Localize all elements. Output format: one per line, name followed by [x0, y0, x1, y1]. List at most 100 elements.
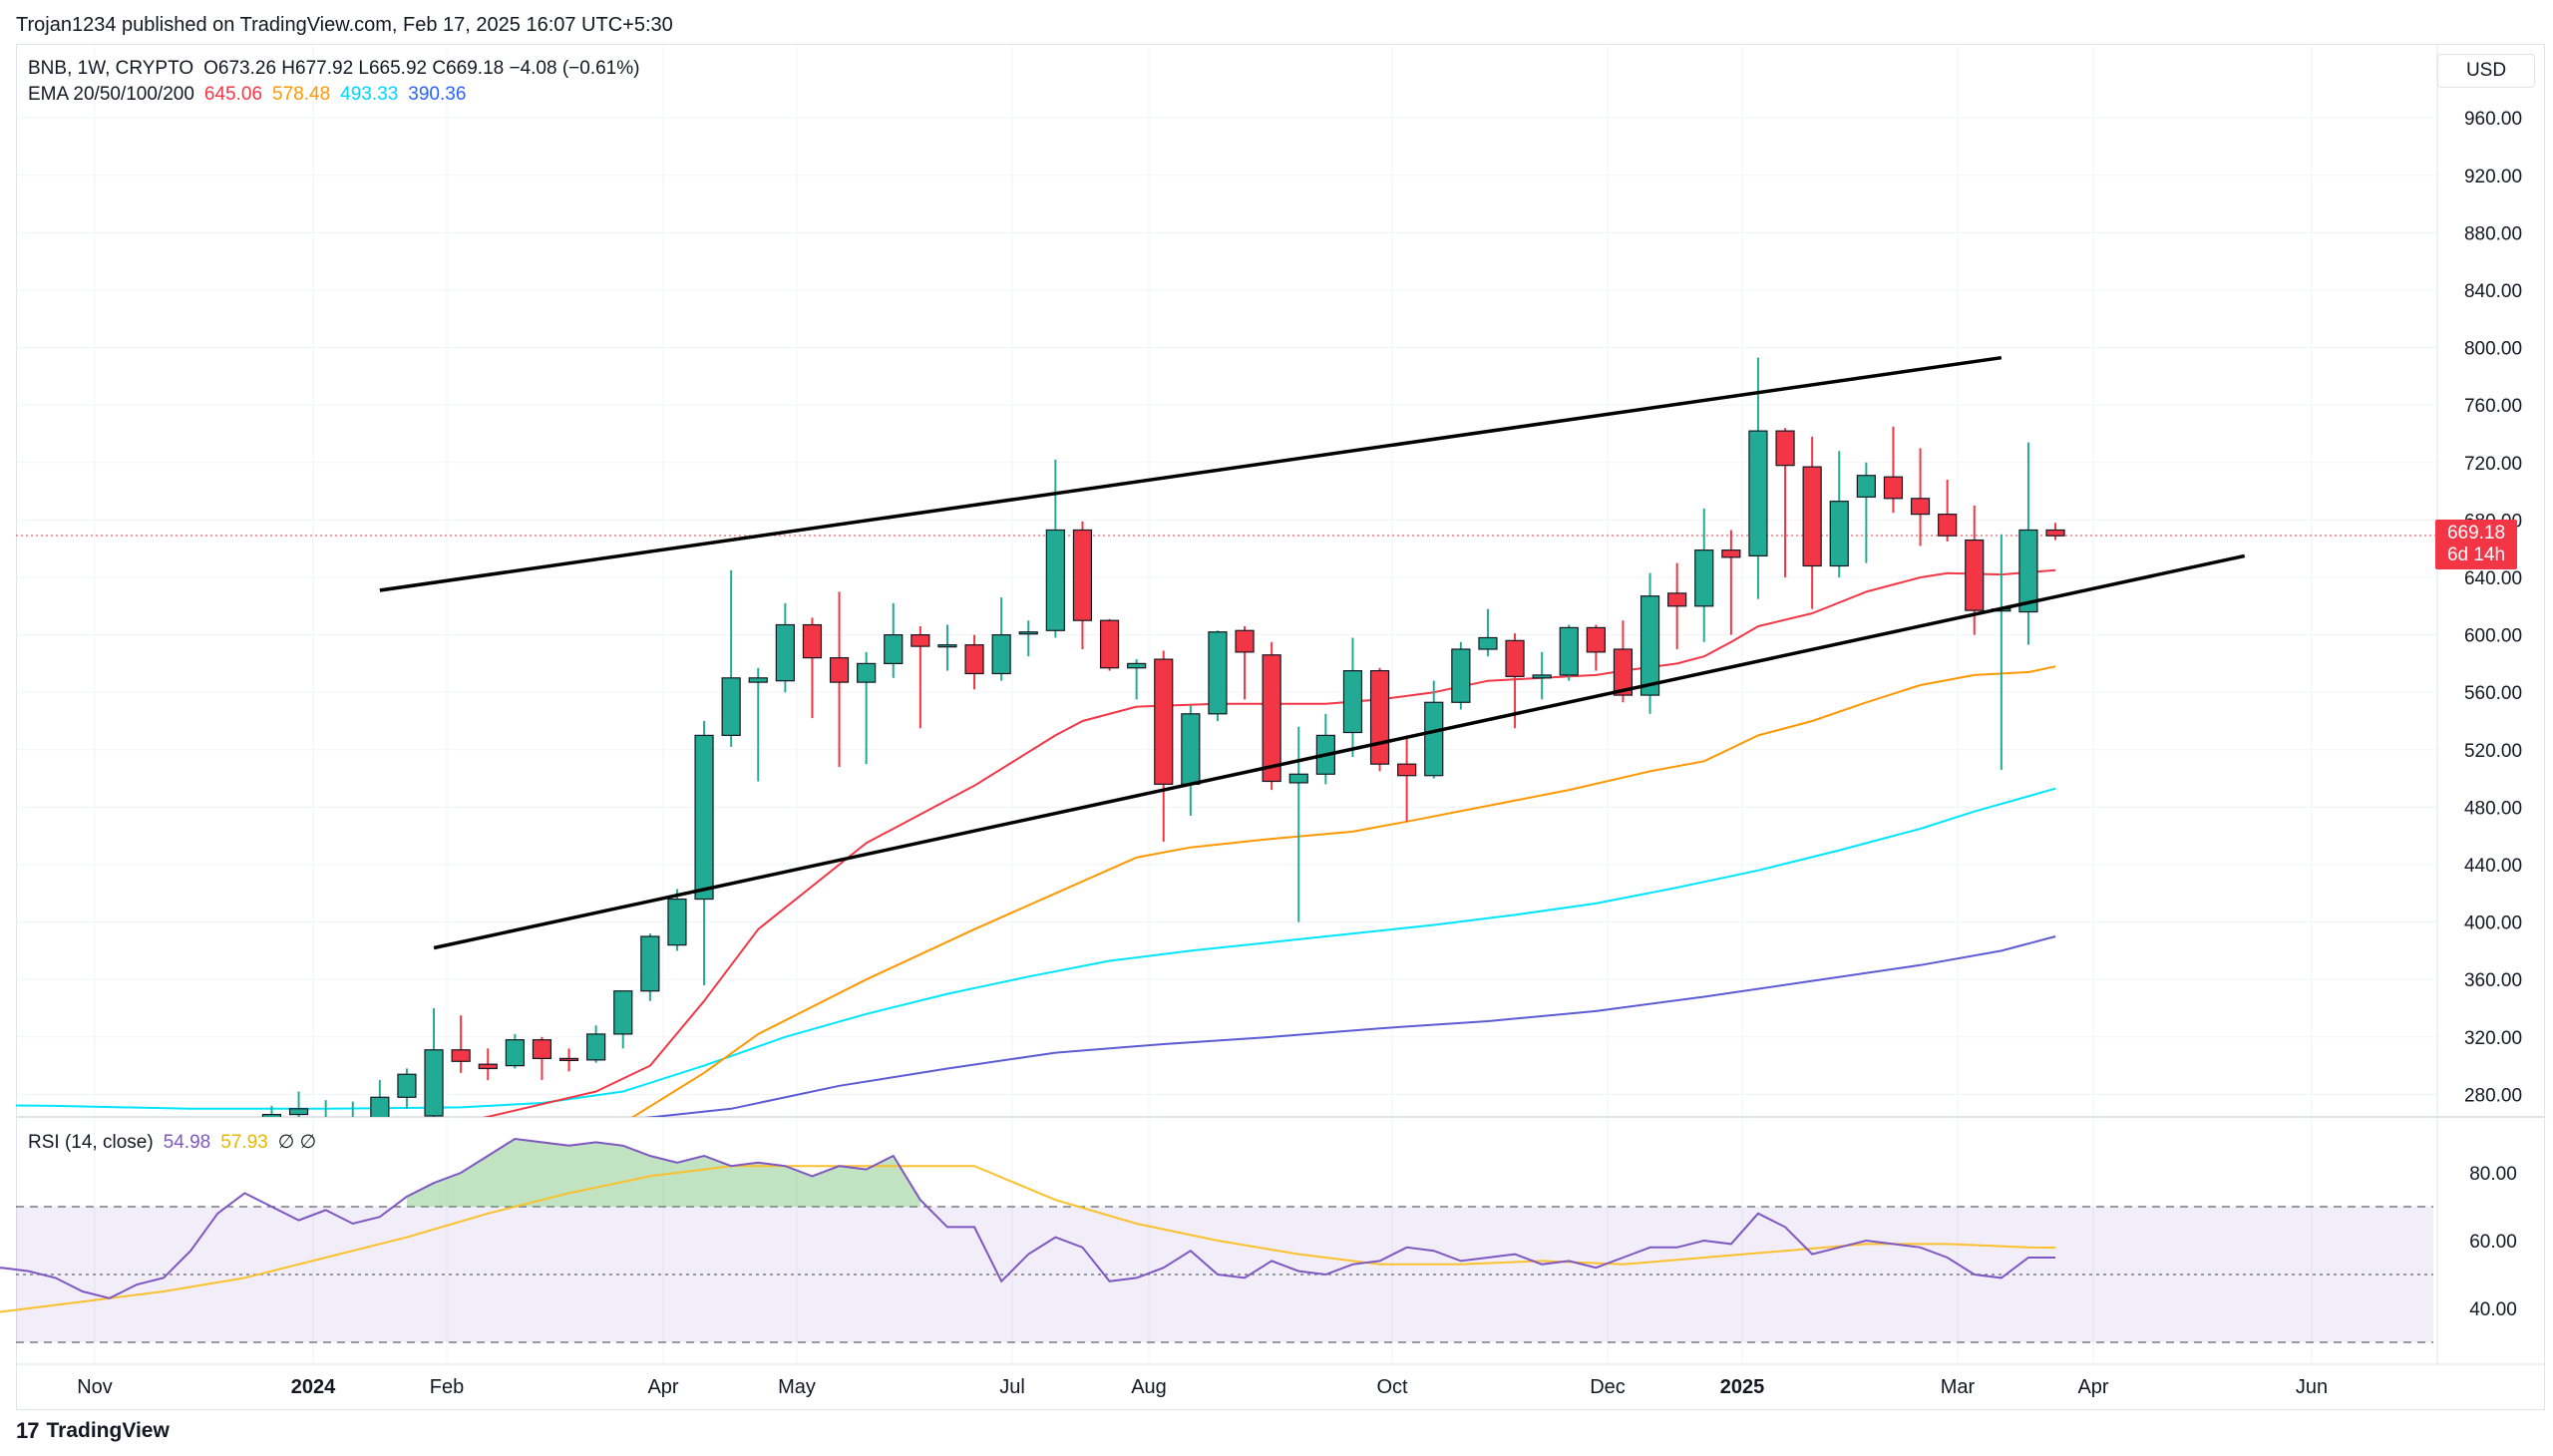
ema200-line	[644, 935, 2056, 1117]
ema100-line	[16, 787, 2056, 1110]
candle-body	[317, 1120, 335, 1126]
ema50-value: 578.48	[272, 84, 331, 105]
price-tick-label: 440.00	[2464, 856, 2522, 877]
candle-layer	[261, 357, 2065, 1126]
time-tick-label: Jul	[999, 1376, 1025, 1398]
candle-body	[1694, 549, 1714, 607]
rsi-ma-line	[0, 1165, 2056, 1313]
rsi-tick-label: 60.00	[2469, 1232, 2517, 1253]
ema200-value: 390.36	[408, 84, 467, 105]
candle-body	[451, 1049, 471, 1062]
candle-body	[1072, 529, 1093, 621]
candle-body	[1154, 658, 1174, 785]
price-tick-label: 880.00	[2464, 223, 2522, 244]
candle-body	[1748, 430, 1768, 556]
candle-body	[1127, 662, 1147, 669]
publisher-line: Trojan1234 published on TradingView.com,…	[16, 14, 673, 36]
candle-body	[1910, 498, 1931, 516]
candle-body	[1586, 626, 1606, 653]
price-tick-label: 560.00	[2464, 683, 2522, 704]
price-tick-label: 520.00	[2464, 741, 2522, 762]
candle-body	[911, 633, 930, 647]
candle-body	[1099, 619, 1120, 669]
ema-layer	[16, 535, 2437, 1117]
candle-body	[857, 662, 877, 683]
candle-body	[613, 990, 633, 1035]
candle-body	[1397, 763, 1417, 777]
symbol-label[interactable]: BNB, 1W, CRYPTO	[28, 58, 194, 79]
rsi-tick-label: 40.00	[2469, 1299, 2517, 1320]
candle-body	[1965, 539, 1985, 611]
rsi-value: 54.98	[163, 1132, 211, 1153]
candle-body	[884, 633, 904, 664]
candle-body	[261, 1113, 282, 1117]
ema100-value: 493.33	[340, 84, 399, 105]
candle-body	[1208, 631, 1228, 715]
ema-label: EMA 20/50/100/200	[28, 84, 194, 105]
price-tick-label: 480.00	[2464, 798, 2522, 819]
candle-body	[2045, 529, 2065, 537]
time-tick-label: Aug	[1131, 1376, 1167, 1398]
candle-body	[1369, 669, 1390, 765]
time-tick-label: Oct	[1376, 1376, 1408, 1398]
chart-frame[interactable]	[16, 44, 2545, 1410]
rsi-legend[interactable]: RSI (14, close) 54.98 57.93 ∅ ∅	[28, 1131, 326, 1154]
price-tick-label: 760.00	[2464, 396, 2522, 417]
candle-body	[694, 734, 714, 901]
time-tick-label: May	[778, 1376, 816, 1398]
brand-name: TradingView	[46, 1419, 170, 1442]
price-tick-label: 280.00	[2464, 1085, 2522, 1106]
candle-body	[802, 623, 823, 659]
candle-body	[1018, 631, 1038, 635]
time-tick-label: Mar	[1941, 1376, 1976, 1398]
candle-body	[344, 1120, 362, 1126]
axis-layer: 280.00 320.00 360.00 400.00 440.00 480.00 520.…	[77, 109, 2522, 1398]
candle-body	[1342, 669, 1363, 734]
tradingview-logo-icon: 17	[16, 1418, 40, 1443]
candle-body	[424, 1049, 444, 1117]
price-tick-label: 400.00	[2464, 913, 2522, 934]
candle-body	[1856, 475, 1876, 498]
candle-body	[775, 623, 795, 682]
candle-body	[558, 1057, 579, 1062]
time-tick-label: Dec	[1590, 1376, 1626, 1398]
candle-body	[991, 633, 1011, 675]
candle-body	[1721, 549, 1741, 558]
candle-body	[1424, 701, 1444, 777]
candle-body	[1667, 592, 1687, 607]
rsi-layer	[0, 1137, 2433, 1343]
candle-body	[1532, 674, 1552, 679]
price-tick-label: 960.00	[2464, 109, 2522, 130]
candle-body	[1478, 636, 1498, 650]
tradingview-footer[interactable]: 17 TradingView	[16, 1418, 170, 1444]
candle-body	[964, 644, 984, 675]
candle-body	[1613, 648, 1634, 696]
currency-button[interactable]: USD	[2437, 54, 2535, 88]
candle-body	[721, 677, 741, 736]
candle-body	[1181, 713, 1201, 785]
candle-body	[1288, 773, 1308, 784]
candle-body	[1235, 629, 1255, 653]
candle-body	[829, 657, 850, 683]
last-price-value: 669.18	[2446, 523, 2506, 544]
candle-body	[1640, 595, 1660, 696]
time-tick-label: Jun	[2296, 1376, 2328, 1398]
rsi-icons: ∅ ∅	[277, 1132, 317, 1153]
time-tick-label: Feb	[430, 1376, 464, 1398]
ema-legend[interactable]: EMA 20/50/100/200 645.06 578.48 493.33 390.3…	[28, 84, 476, 106]
candle-body	[1775, 430, 1795, 467]
last-price-tag: 669.18 6d 14h	[2435, 520, 2517, 569]
price-tick-label: 720.00	[2464, 454, 2522, 475]
candle-body	[532, 1039, 552, 1060]
candle-body	[397, 1073, 417, 1098]
candle-body	[505, 1039, 525, 1067]
candle-body	[1045, 529, 1065, 631]
time-tick-label: 2024	[291, 1376, 336, 1398]
rsi-ma-value: 57.93	[220, 1132, 268, 1153]
candle-body	[937, 644, 957, 648]
time-tick-label: Apr	[2077, 1376, 2108, 1398]
symbol-legend: BNB, 1W, CRYPTO O673.26 H677.92 L665.92 C…	[28, 58, 649, 80]
upper-trendline	[379, 355, 2003, 592]
candle-body	[1883, 476, 1904, 500]
